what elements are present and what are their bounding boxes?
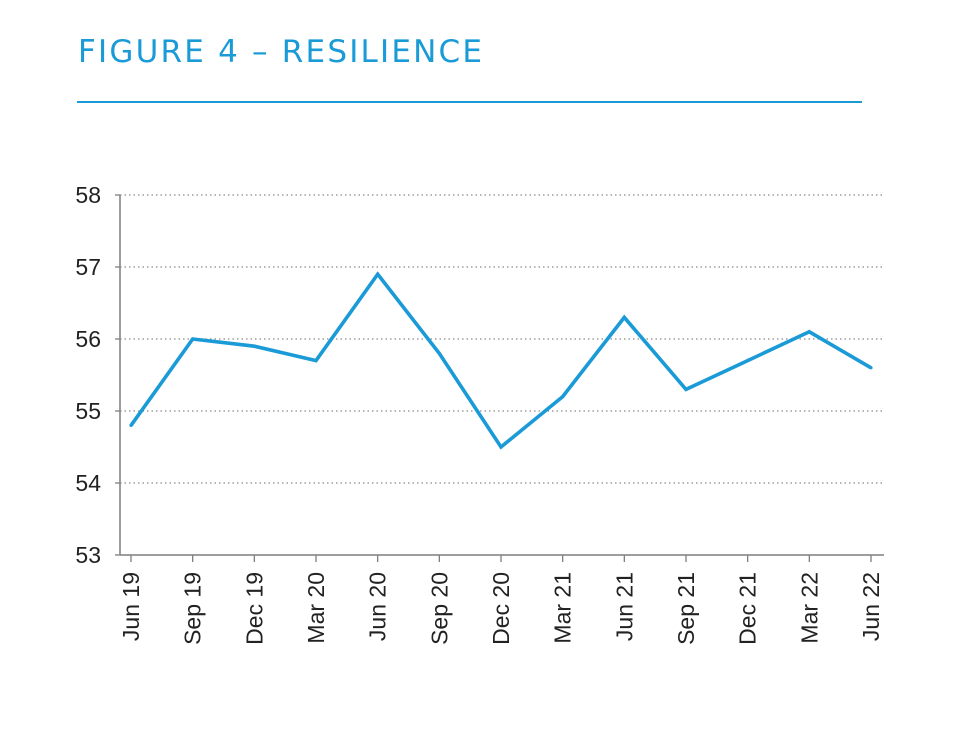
data-point-0-4 [376, 272, 380, 276]
x-tick-label-4: Jun 20 [365, 572, 391, 641]
series-line-0 [129, 271, 872, 450]
data-point-0-0 [129, 423, 133, 427]
data-point-0-9 [684, 387, 688, 391]
title-divider [77, 101, 862, 103]
chart-title: FIGURE 4 – RESILIENCE [78, 34, 485, 70]
data-point-0-6 [499, 445, 503, 449]
data-point-0-7 [561, 395, 565, 399]
data-point-0-3 [314, 359, 318, 363]
x-tick-label-5: Sep 20 [426, 572, 452, 645]
x-tick-labels: Jun 19 Sep 19 Dec 19 Mar 20 Jun 20 Sep 20 Dec … [118, 572, 884, 645]
y-tick-label-56: 56 [75, 326, 101, 352]
gridlines [120, 194, 884, 484]
y-tick-label-54: 54 [75, 470, 101, 496]
x-tick-label-9: Sep 21 [673, 572, 699, 645]
y-tick-label-57: 57 [75, 254, 101, 280]
data-point-0-5 [437, 351, 441, 355]
x-tick-label-6: Dec 20 [488, 572, 514, 645]
axes [115, 194, 884, 562]
x-tick-label-11: Mar 22 [796, 572, 822, 644]
x-tick-label-1: Sep 19 [180, 572, 206, 645]
data-point-0-1 [191, 337, 195, 341]
y-tick-label-53: 53 [75, 542, 101, 568]
x-tick-label-2: Dec 19 [241, 572, 267, 645]
x-tick-label-3: Mar 20 [303, 572, 329, 644]
y-tick-labels: 53 54 55 56 57 58 [75, 182, 101, 568]
data-point-0-11 [807, 330, 811, 334]
x-tick-label-7: Mar 21 [550, 572, 576, 644]
x-tick-label-8: Jun 21 [611, 572, 637, 641]
series [129, 271, 873, 450]
data-point-0-2 [252, 344, 256, 348]
x-tick-label-10: Dec 21 [735, 572, 761, 645]
y-tick-label-58: 58 [75, 182, 101, 208]
x-tick-label-12: Jun 22 [858, 572, 884, 641]
x-tick-label-0: Jun 19 [118, 572, 144, 641]
y-tick-label-55: 55 [75, 398, 101, 424]
data-point-0-10 [746, 359, 750, 363]
data-point-0-8 [622, 315, 626, 319]
data-point-0-12 [869, 366, 873, 370]
